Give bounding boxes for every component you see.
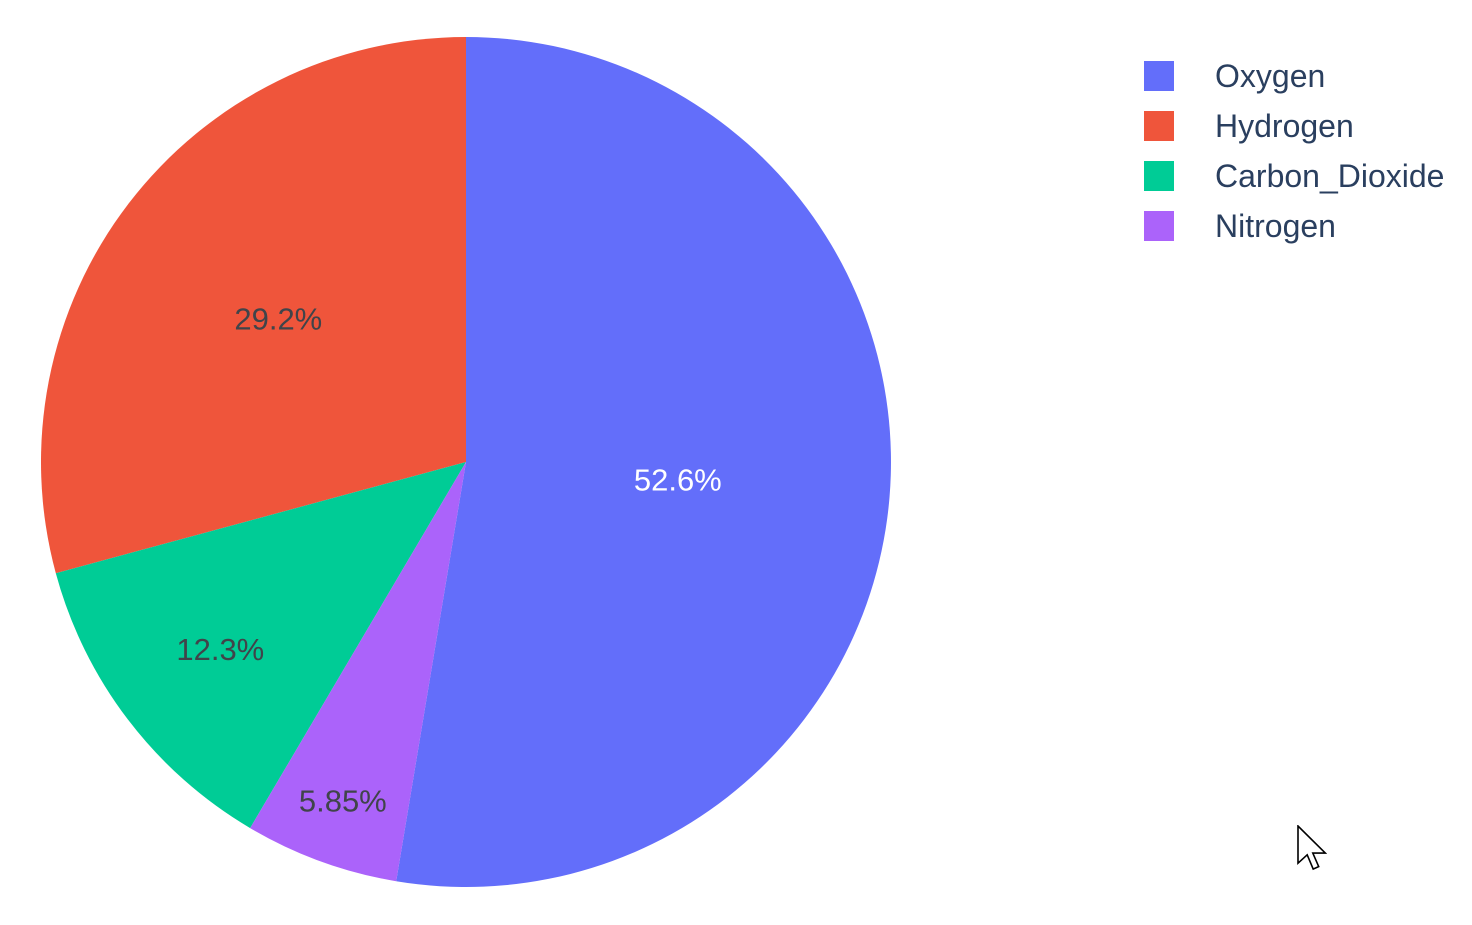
legend: Oxygen Hydrogen Carbon_Dioxide Nitrogen <box>1144 58 1444 261</box>
legend-swatch-hydrogen <box>1144 111 1174 141</box>
legend-item-carbon-dioxide[interactable]: Carbon_Dioxide <box>1144 158 1444 194</box>
legend-swatch-carbon-dioxide <box>1144 161 1174 191</box>
legend-label-nitrogen: Nitrogen <box>1215 207 1336 244</box>
legend-label-carbon-dioxide: Carbon_Dioxide <box>1215 157 1445 194</box>
pie-slice-hydrogen[interactable] <box>40 37 466 574</box>
legend-swatch-nitrogen <box>1144 211 1174 241</box>
legend-label-hydrogen: Hydrogen <box>1215 107 1354 144</box>
pie-slice-nitrogen[interactable] <box>250 462 466 882</box>
pie-slice-carbon-dioxide[interactable] <box>55 462 467 829</box>
pie-slices <box>40 37 891 887</box>
legend-label-oxygen: Oxygen <box>1215 57 1326 94</box>
pie-slice-oxygen[interactable] <box>396 37 891 887</box>
legend-item-nitrogen[interactable]: Nitrogen <box>1144 208 1444 244</box>
legend-item-hydrogen[interactable]: Hydrogen <box>1144 108 1444 144</box>
legend-swatch-oxygen <box>1144 61 1174 91</box>
legend-item-oxygen[interactable]: Oxygen <box>1144 58 1444 94</box>
